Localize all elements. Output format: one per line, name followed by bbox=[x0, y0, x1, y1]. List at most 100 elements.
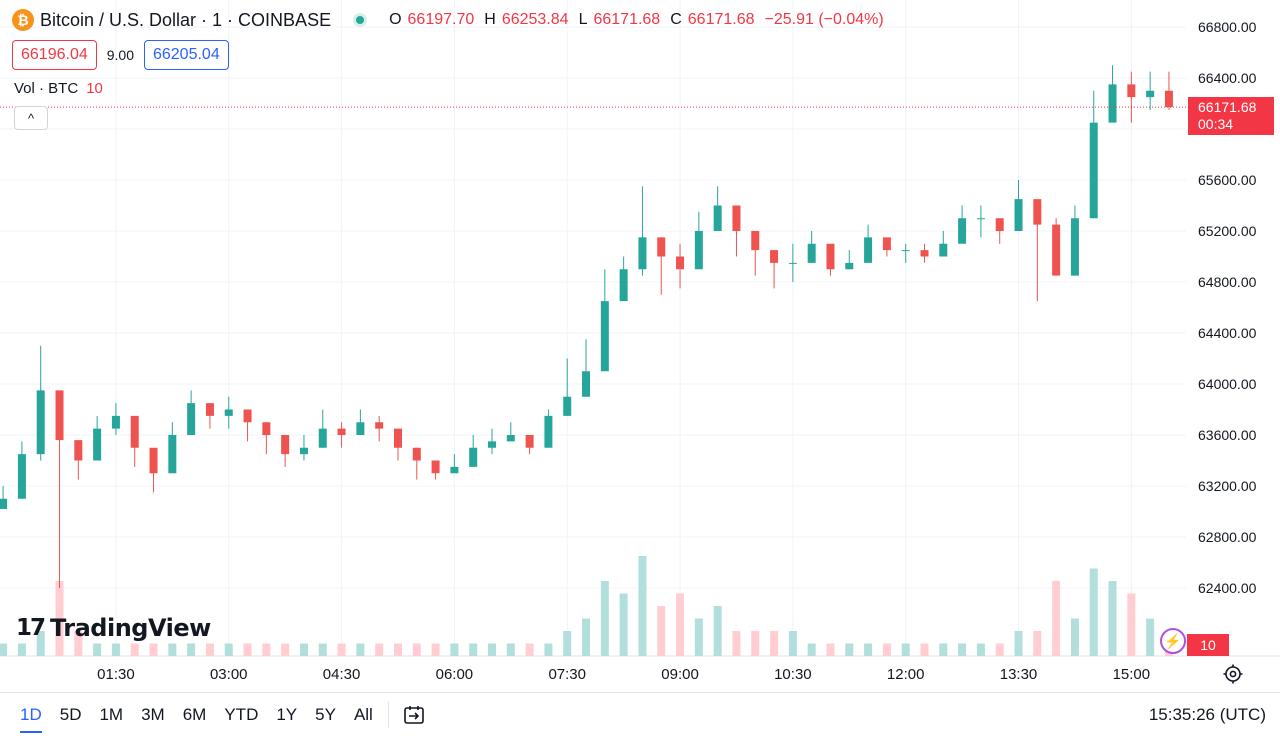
volume-bar bbox=[582, 618, 591, 656]
volume-bar bbox=[149, 643, 158, 656]
volume-bar bbox=[111, 643, 120, 656]
volume-bar bbox=[1089, 568, 1098, 656]
candle-body bbox=[807, 243, 816, 263]
candle-body bbox=[1089, 122, 1098, 219]
range-button-5y[interactable]: 5Y bbox=[315, 704, 336, 724]
candle-body bbox=[74, 440, 83, 461]
volume-bar bbox=[168, 643, 177, 656]
time-tick-label: 13:30 bbox=[1000, 666, 1038, 683]
candle-body bbox=[619, 269, 628, 302]
open-key: O bbox=[389, 11, 402, 28]
candle-body bbox=[882, 237, 891, 251]
volume-bar bbox=[713, 606, 722, 656]
bid-ask-panel: 66196.04 9.00 66205.04 bbox=[12, 40, 229, 70]
candle-body bbox=[976, 218, 985, 220]
candle-body bbox=[168, 435, 177, 474]
buy-price-button[interactable]: 66205.04 bbox=[143, 40, 229, 70]
volume-bar bbox=[751, 631, 760, 656]
range-button-3m[interactable]: 3M bbox=[141, 704, 165, 724]
candle-body bbox=[506, 435, 515, 442]
range-button-ytd[interactable]: YTD bbox=[224, 704, 259, 724]
volume-bar bbox=[262, 643, 271, 656]
volume-bar bbox=[807, 643, 816, 656]
candle-body bbox=[111, 415, 120, 429]
candle-body bbox=[375, 422, 384, 429]
candle-body bbox=[544, 415, 553, 448]
candle-body bbox=[1164, 90, 1173, 108]
volume-bar bbox=[488, 643, 497, 656]
candle-body bbox=[657, 237, 666, 257]
price-tick-label: 63200.00 bbox=[1198, 478, 1257, 494]
volume-bar bbox=[17, 643, 26, 656]
range-button-all[interactable]: All bbox=[353, 704, 373, 724]
bitcoin-icon: ₿ bbox=[12, 9, 34, 31]
high-value: 66253.84 bbox=[501, 11, 569, 28]
volume-bar bbox=[732, 631, 741, 656]
range-button-1d[interactable]: 1D bbox=[11, 693, 51, 736]
low-value: 66171.68 bbox=[593, 11, 661, 28]
range-button-1m[interactable]: 1M bbox=[99, 704, 124, 724]
candle-body bbox=[55, 390, 64, 441]
candle-body bbox=[958, 218, 967, 244]
gear-icon[interactable] bbox=[1222, 663, 1244, 685]
symbol-title[interactable]: Bitcoin / U.S. Dollar · 1 · COINBASE bbox=[40, 9, 332, 30]
candle-body bbox=[187, 403, 196, 435]
lightning-icon[interactable]: ⚡ bbox=[1160, 628, 1186, 654]
volume-bar bbox=[281, 643, 290, 656]
price-tick-label: 66800.00 bbox=[1198, 19, 1257, 35]
volume-bar bbox=[93, 643, 102, 656]
candlesticks bbox=[0, 65, 1173, 588]
date-range-icon[interactable] bbox=[401, 702, 427, 728]
candle-body bbox=[939, 243, 948, 257]
volume-bar bbox=[224, 643, 233, 656]
sell-price-button[interactable]: 66196.04 bbox=[12, 40, 97, 70]
price-tick-label: 64000.00 bbox=[1198, 376, 1257, 392]
symbol-legend: ₿ Bitcoin / U.S. Dollar · 1 · COINBASE O… bbox=[12, 8, 888, 32]
collapse-legend-button[interactable]: ^ bbox=[14, 106, 48, 130]
current-price-value: 66171.68 bbox=[1198, 99, 1257, 115]
candle-body bbox=[17, 454, 26, 499]
candle-body bbox=[676, 256, 685, 270]
bolt-glyph: ⚡ bbox=[1164, 632, 1182, 649]
volume-bar bbox=[525, 643, 534, 656]
utc-clock[interactable]: 15:35:26 (UTC) bbox=[1148, 705, 1266, 724]
candle-body bbox=[130, 415, 139, 448]
volume-bar bbox=[337, 643, 346, 656]
volume-bar bbox=[939, 643, 948, 656]
volume-bar bbox=[469, 643, 478, 656]
volume-bar bbox=[976, 643, 985, 656]
volume-value: 10 bbox=[86, 80, 103, 97]
market-open-icon bbox=[353, 13, 368, 27]
volume-bar bbox=[412, 643, 421, 656]
candle-body bbox=[431, 460, 440, 474]
candle-body bbox=[826, 243, 835, 270]
candle-body bbox=[393, 428, 402, 448]
close-key: C bbox=[670, 11, 682, 28]
volume-bar bbox=[1014, 631, 1023, 656]
volume-bar bbox=[958, 643, 967, 656]
time-tick-label: 12:00 bbox=[887, 666, 925, 683]
time-axis[interactable]: 01:30 03:00 04:30 06:00 07:30 09:00 10:30 12:00… bbox=[97, 666, 1150, 683]
range-button-6m[interactable]: 6M bbox=[182, 704, 207, 724]
time-tick-label: 10:30 bbox=[774, 666, 812, 683]
candle-body bbox=[713, 205, 722, 231]
time-tick-label: 06:00 bbox=[436, 666, 474, 683]
range-button-5d[interactable]: 5D bbox=[59, 704, 82, 724]
volume-bar bbox=[0, 643, 8, 656]
candle-body bbox=[788, 262, 797, 264]
volume-bar bbox=[788, 631, 797, 656]
chart-grid bbox=[0, 0, 1280, 657]
volume-bar bbox=[1108, 581, 1117, 656]
range-button-1y[interactable]: 1Y bbox=[276, 704, 298, 724]
volume-bar bbox=[882, 643, 891, 656]
tradingview-watermark[interactable]: 17 TradingView bbox=[16, 614, 211, 642]
price-tick-label: 63600.00 bbox=[1198, 427, 1257, 443]
candle-body bbox=[1014, 199, 1023, 231]
volume-bar bbox=[55, 581, 64, 656]
volume-bar bbox=[544, 643, 553, 656]
price-chart[interactable]: 62400.00 62800.00 63200.00 63600.00 64000.00… bbox=[0, 0, 1280, 692]
candle-body bbox=[563, 396, 572, 416]
close-value: 66171.68 bbox=[687, 11, 755, 28]
low-key: L bbox=[578, 11, 588, 28]
volume-bar bbox=[1146, 618, 1155, 656]
